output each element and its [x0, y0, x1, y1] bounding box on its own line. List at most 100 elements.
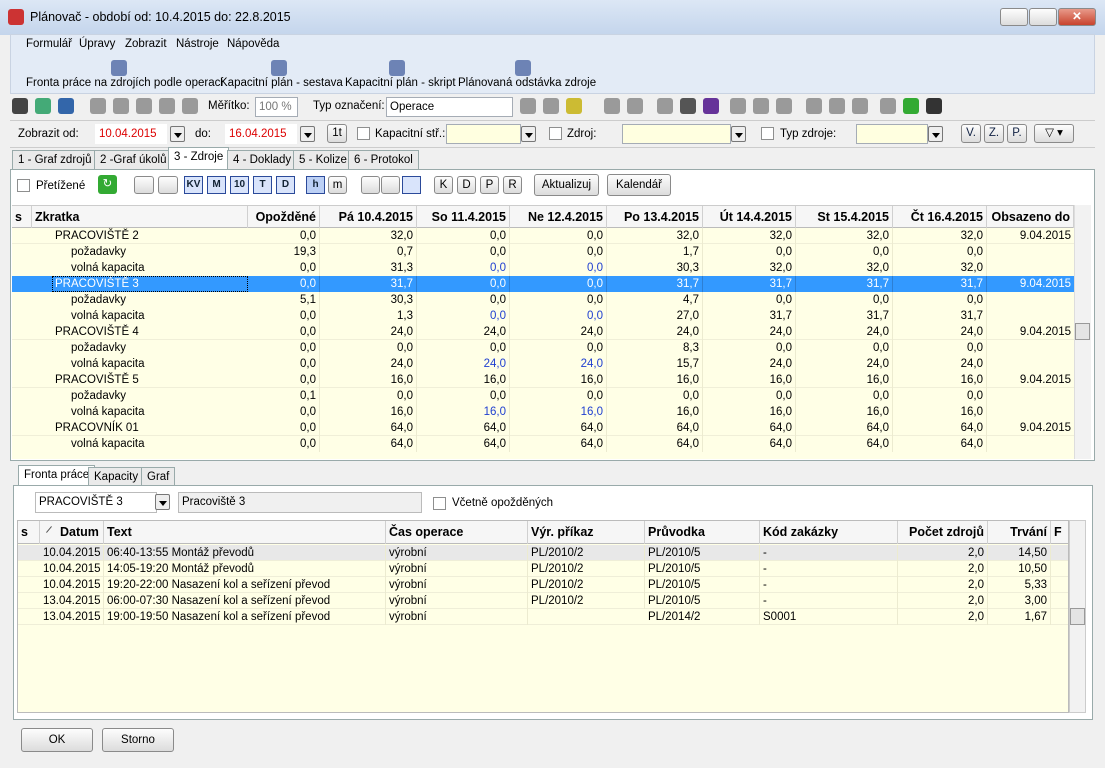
- overloaded-checkbox[interactable]: [17, 179, 30, 192]
- scroll-thumb[interactable]: [1070, 608, 1085, 625]
- option-icon[interactable]: [134, 176, 154, 194]
- tool-icon[interactable]: [136, 98, 152, 114]
- scroll-thumb[interactable]: [1075, 323, 1090, 340]
- tab[interactable]: 6 - Protokol: [348, 150, 419, 170]
- tool-icon[interactable]: [543, 98, 559, 114]
- view-button[interactable]: [361, 176, 380, 194]
- tool-icon[interactable]: [753, 98, 769, 114]
- unit-button[interactable]: 10: [230, 176, 249, 194]
- detail-label: požadavky: [71, 294, 126, 306]
- view-button[interactable]: [402, 176, 421, 194]
- tool-icon[interactable]: [113, 98, 129, 114]
- ok-button[interactable]: OK: [21, 728, 93, 752]
- queue-cell: 2,0: [898, 561, 988, 577]
- step-button[interactable]: 1t: [327, 124, 347, 143]
- tool-icon[interactable]: [627, 98, 643, 114]
- calendar-button[interactable]: Kalendář: [607, 174, 671, 196]
- undo-icon[interactable]: [58, 98, 74, 114]
- unit-button[interactable]: M: [207, 176, 226, 194]
- capacity-input[interactable]: [446, 124, 521, 144]
- source-type-checkbox[interactable]: [761, 127, 774, 140]
- report-button[interactable]: Kapacitní plán - skript: [345, 77, 456, 89]
- menu-item[interactable]: Nástroje: [176, 38, 219, 50]
- close[interactable]: ✕: [1058, 8, 1096, 26]
- tool-icon[interactable]: [604, 98, 620, 114]
- from-dropdown[interactable]: [170, 126, 185, 142]
- filter-button[interactable]: P.: [1007, 124, 1027, 143]
- capacity-dropdown[interactable]: [521, 126, 536, 142]
- source-input[interactable]: [622, 124, 731, 144]
- report-button[interactable]: Fronta práce na zdrojích podle operací: [26, 77, 224, 89]
- mark-type-select[interactable]: Operace: [386, 97, 513, 117]
- resource-grid: s Zkratka Opožděné Pá 10.4.2015 So 11.4.2015…: [12, 205, 1074, 459]
- save-close-icon[interactable]: [35, 98, 51, 114]
- time-button[interactable]: m: [328, 176, 347, 194]
- filter-funnel[interactable]: ▽ ▾: [1034, 124, 1074, 143]
- kind-button[interactable]: K: [434, 176, 453, 194]
- to-input[interactable]: 16.04.2015: [225, 124, 297, 144]
- tool-icon[interactable]: [776, 98, 792, 114]
- tool-icon[interactable]: [903, 98, 919, 114]
- source-type-input[interactable]: [856, 124, 928, 144]
- tool-icon[interactable]: [90, 98, 106, 114]
- tab[interactable]: 3 - Zdroje: [168, 147, 230, 170]
- kind-button[interactable]: R: [503, 176, 522, 194]
- tab[interactable]: 1 - Graf zdrojů: [12, 150, 98, 170]
- occupied-until: 9.04.2015: [1019, 422, 1071, 434]
- save-icon[interactable]: [12, 98, 28, 114]
- menu-item[interactable]: Úpravy: [79, 38, 116, 50]
- maximize[interactable]: [1029, 8, 1057, 26]
- tool-icon[interactable]: [730, 98, 746, 114]
- kind-button[interactable]: P: [480, 176, 499, 194]
- late-checkbox[interactable]: [433, 497, 446, 510]
- tool-icon[interactable]: [159, 98, 175, 114]
- unit-button[interactable]: D: [276, 176, 295, 194]
- source-checkbox[interactable]: [549, 127, 562, 140]
- tool-icon[interactable]: [680, 98, 696, 114]
- menu-item[interactable]: Zobrazit: [125, 38, 167, 50]
- report-icon: [515, 60, 531, 76]
- queue-cell: PL/2010/5: [645, 545, 760, 561]
- workplace-select[interactable]: PRACOVIŠTĚ 3: [35, 492, 157, 513]
- refresh-icon[interactable]: ↻: [98, 175, 117, 194]
- tab[interactable]: 2 -Graf úkolů: [94, 150, 173, 170]
- from-input[interactable]: 10.04.2015: [95, 124, 167, 144]
- tool-icon[interactable]: [829, 98, 845, 114]
- tool-icon[interactable]: [566, 98, 582, 114]
- report-button[interactable]: Kapacitní plán - sestava: [220, 77, 343, 89]
- bottom-tab[interactable]: Graf: [141, 467, 176, 487]
- tab[interactable]: 5 - Kolize: [293, 150, 353, 170]
- cancel-button[interactable]: Storno: [102, 728, 174, 752]
- scale-input[interactable]: 100 %: [255, 97, 298, 117]
- capacity-checkbox[interactable]: [357, 127, 370, 140]
- refresh-button[interactable]: Aktualizuj: [534, 174, 599, 196]
- bottom-tab[interactable]: Kapacity: [88, 467, 145, 487]
- tool-icon[interactable]: [806, 98, 822, 114]
- option-icon[interactable]: [158, 176, 178, 194]
- menu-item[interactable]: Formulář: [26, 38, 73, 50]
- source-type-dropdown[interactable]: [928, 126, 943, 142]
- queue-cell: -: [760, 545, 898, 561]
- view-button[interactable]: [381, 176, 400, 194]
- bottom-tab[interactable]: Fronta práce: [18, 465, 96, 486]
- workplace-dropdown[interactable]: [155, 494, 170, 510]
- unit-button[interactable]: T: [253, 176, 272, 194]
- minimize[interactable]: [1000, 8, 1028, 26]
- kind-button[interactable]: D: [457, 176, 476, 194]
- tool-icon[interactable]: [182, 98, 198, 114]
- tab[interactable]: 4 - Doklady: [227, 150, 298, 170]
- time-button[interactable]: h: [306, 176, 325, 194]
- tool-icon[interactable]: [657, 98, 673, 114]
- source-dropdown[interactable]: [731, 126, 746, 142]
- report-button[interactable]: Plánovaná odstávka zdroje: [458, 77, 597, 89]
- filter-button[interactable]: V.: [961, 124, 981, 143]
- tool-icon[interactable]: [926, 98, 942, 114]
- filter-button[interactable]: Z.: [984, 124, 1004, 143]
- menu-item[interactable]: Nápověda: [227, 38, 280, 50]
- unit-button[interactable]: KV: [184, 176, 203, 194]
- tool-icon[interactable]: [520, 98, 536, 114]
- tool-icon[interactable]: [880, 98, 896, 114]
- tool-icon[interactable]: [852, 98, 868, 114]
- tool-icon[interactable]: [703, 98, 719, 114]
- to-dropdown[interactable]: [300, 126, 315, 142]
